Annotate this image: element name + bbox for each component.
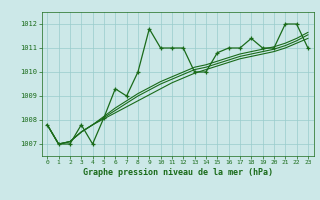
X-axis label: Graphe pression niveau de la mer (hPa): Graphe pression niveau de la mer (hPa)	[83, 168, 273, 177]
